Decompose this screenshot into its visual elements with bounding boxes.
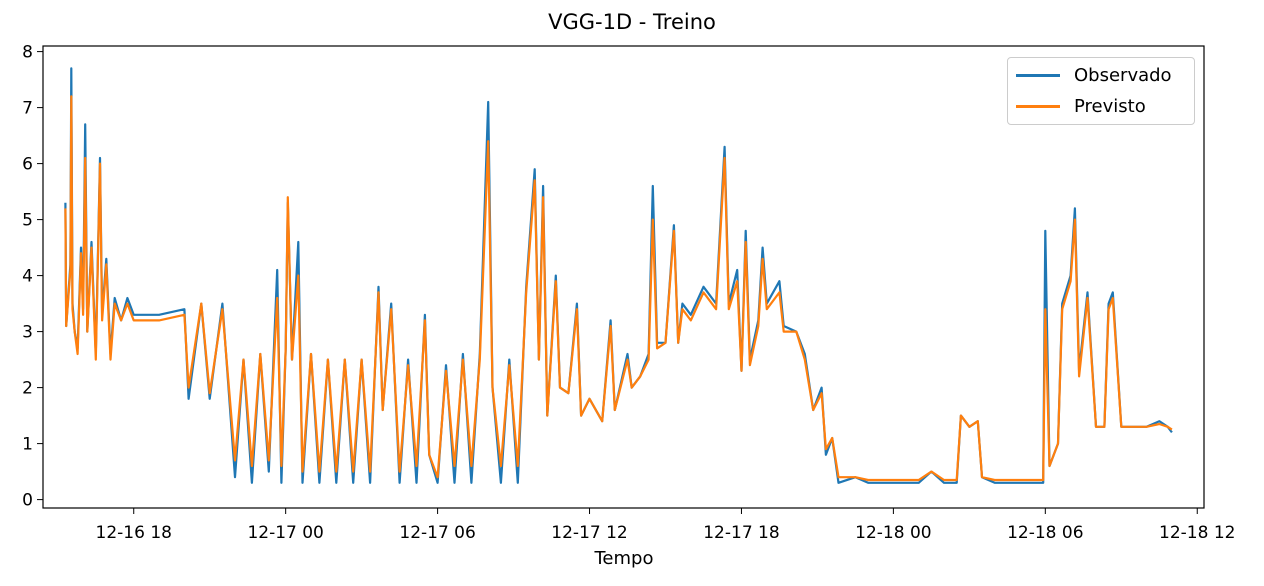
x-tick-label-1: 12-17 00	[247, 523, 323, 543]
x-tick-label-2: 12-17 06	[399, 523, 475, 543]
series-layer	[64, 67, 1173, 484]
legend-swatch-observado	[1016, 73, 1060, 77]
x-tick-label-5: 12-18 00	[855, 523, 931, 543]
legend: Observado Previsto	[1007, 57, 1195, 125]
x-tick-label-0: 12-16 18	[96, 523, 172, 543]
x-tick-label-4: 12-17 18	[703, 523, 779, 543]
y-tick-label-6: 6	[22, 155, 33, 175]
y-tick-label-8: 8	[22, 43, 33, 63]
chart-title: VGG-1D - Treino	[548, 10, 716, 34]
plot-frame	[42, 45, 1205, 509]
x-tick-label-6: 12-18 06	[1007, 523, 1083, 543]
legend-swatch-previsto	[1016, 104, 1060, 108]
y-tick-label-7: 7	[22, 99, 33, 119]
y-tick-label-2: 2	[22, 379, 33, 399]
x-tick-label-3: 12-17 12	[551, 523, 627, 543]
legend-label-previsto: Previsto	[1074, 95, 1146, 117]
y-tick-label-4: 4	[22, 267, 33, 287]
series-line-previsto	[64, 95, 1173, 482]
y-tick-label-0: 0	[22, 491, 33, 511]
y-tick-label-1: 1	[22, 435, 33, 455]
legend-item-observado: Observado	[1016, 63, 1172, 87]
legend-item-previsto: Previsto	[1016, 94, 1146, 118]
y-tick-label-3: 3	[22, 323, 33, 343]
x-axis-label: Tempo	[594, 548, 654, 569]
legend-label-observado: Observado	[1074, 64, 1172, 86]
x-tick-label-7: 12-18 12	[1159, 523, 1235, 543]
y-tick-label-5: 5	[22, 211, 33, 231]
axes-layer: 0 1 2 3 4 5 6 7 8 12-16 18 12-17 00 12-17 06 12-17 1…	[22, 43, 1235, 543]
